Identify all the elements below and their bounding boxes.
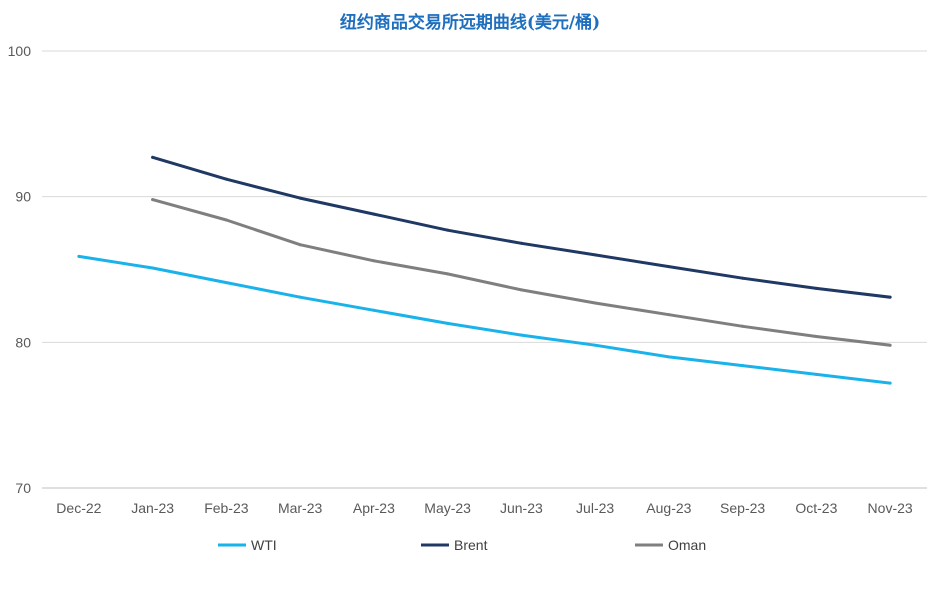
data-point-wti: [519, 333, 523, 337]
data-point-brent: [814, 286, 818, 290]
data-point-brent: [224, 177, 228, 181]
data-point-oman: [224, 218, 228, 222]
legend-label: WTI: [251, 537, 277, 553]
data-point-oman: [298, 243, 302, 247]
data-point-wti: [814, 372, 818, 376]
data-point-wti: [446, 321, 450, 325]
data-point-oman: [593, 301, 597, 305]
data-point-wti: [593, 343, 597, 347]
y-tick-label: 100: [8, 43, 32, 59]
data-point-wti: [372, 308, 376, 312]
chart-title: 纽约商品交易所远期曲线(美元/桶): [340, 12, 600, 33]
series-line-oman: [151, 198, 892, 347]
series-oman: [151, 198, 892, 347]
series-brent: [151, 155, 892, 299]
series-lines: [77, 155, 892, 385]
x-tick-label: Nov-23: [868, 500, 913, 516]
data-point-wti: [298, 295, 302, 299]
data-point-brent: [151, 155, 155, 159]
x-tick-label: Feb-23: [204, 500, 249, 516]
data-point-oman: [741, 324, 745, 328]
data-point-brent: [741, 276, 745, 280]
x-tick-label: Jul-23: [576, 500, 614, 516]
data-point-wti: [667, 355, 671, 359]
data-point-oman: [888, 343, 892, 347]
data-point-brent: [593, 253, 597, 257]
series-line-wti: [77, 254, 892, 385]
data-point-brent: [667, 265, 671, 269]
x-axis-ticks: Dec-22 Jan-23 Feb-23 Mar-23 Apr-23 May-23 Jun-…: [56, 500, 913, 516]
x-tick-label: Oct-23: [795, 500, 837, 516]
data-point-brent: [446, 228, 450, 232]
data-point-wti: [77, 254, 81, 258]
data-point-wti: [151, 266, 155, 270]
x-tick-label: Dec-22: [56, 500, 101, 516]
x-tick-label: Jan-23: [131, 500, 174, 516]
legend: WTI Brent Oman: [218, 537, 706, 553]
series-line-brent: [151, 155, 892, 299]
legend-item-wti: WTI: [218, 537, 277, 553]
data-point-oman: [372, 259, 376, 263]
legend-label: Oman: [668, 537, 706, 553]
y-axis-ticks: 70 80 90 100: [8, 43, 32, 496]
x-tick-label: May-23: [424, 500, 471, 516]
data-point-brent: [519, 241, 523, 245]
series-wti: [77, 254, 892, 385]
data-point-wti: [888, 381, 892, 385]
data-point-oman: [814, 335, 818, 339]
data-point-oman: [151, 198, 155, 202]
y-tick-label: 90: [15, 189, 31, 205]
y-tick-label: 70: [15, 480, 31, 496]
data-point-wti: [224, 281, 228, 285]
data-point-brent: [372, 212, 376, 216]
y-tick-label: 80: [15, 334, 31, 350]
x-tick-label: Mar-23: [278, 500, 323, 516]
data-point-oman: [446, 272, 450, 276]
gridlines: [42, 50, 927, 489]
data-point-brent: [298, 196, 302, 200]
x-tick-label: Sep-23: [720, 500, 765, 516]
legend-label: Brent: [454, 537, 488, 553]
x-tick-label: Aug-23: [646, 500, 691, 516]
data-point-oman: [519, 288, 523, 292]
data-point-wti: [741, 364, 745, 368]
legend-item-oman: Oman: [635, 537, 706, 553]
data-point-brent: [888, 295, 892, 299]
x-tick-label: Apr-23: [353, 500, 395, 516]
x-tick-label: Jun-23: [500, 500, 543, 516]
data-point-oman: [667, 313, 671, 317]
legend-item-brent: Brent: [421, 537, 488, 553]
